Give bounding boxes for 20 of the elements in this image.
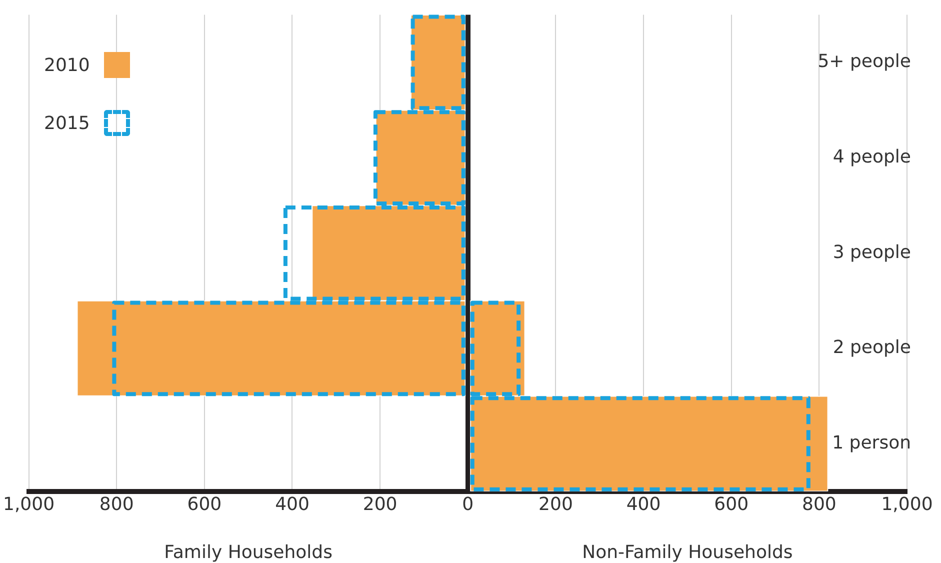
x-tick-label: 0 [462,494,474,515]
x-tick-label: 1,000 [3,494,55,515]
y-tick-label: 5+ people [818,51,911,72]
y-tick-label: 4 people [832,146,911,168]
x-tick-label: 600 [187,494,222,515]
x-tick-label: 400 [275,494,310,515]
y-tick-label: 1 person [832,432,911,454]
x-tick-label: 800 [99,494,134,515]
x-tick-label: 400 [626,494,661,515]
x-tick-label: 200 [538,494,573,515]
x-tick-label: 600 [714,494,749,515]
y-tick-label: 3 people [832,242,911,263]
y-tick-label: 2 people [832,337,911,358]
x-tick-label: 800 [802,494,836,515]
x-tick-label: 1,000 [881,494,933,515]
text: Non-Family Households [582,542,793,563]
legend-label: 2015 [44,112,90,134]
x-tick-label: 200 [362,494,398,515]
text: Family Households [164,542,332,563]
legend-label: 2010 [44,54,90,76]
